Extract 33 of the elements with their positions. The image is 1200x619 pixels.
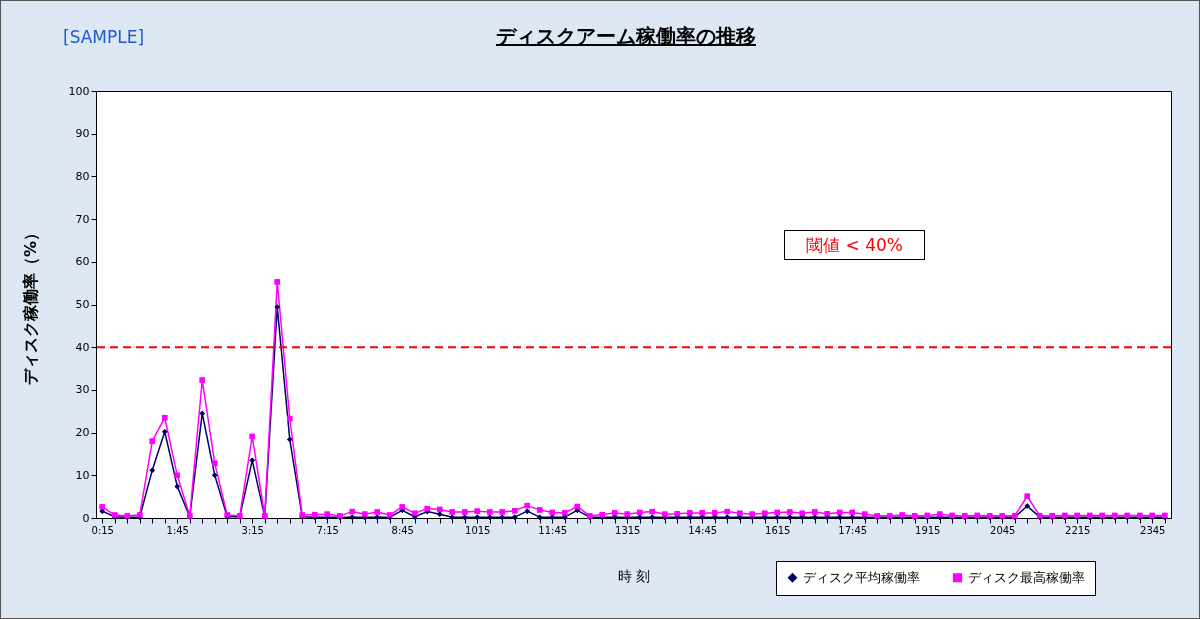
- x-tick-label: 8:45: [391, 524, 414, 536]
- y-tick-label: 0: [82, 511, 90, 525]
- x-tick-label: 1915: [915, 524, 941, 536]
- x-tick-label: 7:15: [316, 524, 339, 536]
- text: [SAMPLE]: [63, 27, 145, 47]
- y-tick-label: 80: [75, 169, 90, 183]
- y-axis-title: ディスク稼働率（%）: [20, 224, 40, 386]
- y-tick-label: 100: [68, 84, 90, 98]
- x-tick-label: 2045: [990, 524, 1016, 536]
- x-tick-label: 2215: [1065, 524, 1091, 536]
- chart-title: ディスクアーム稼働率の推移: [496, 24, 756, 48]
- x-tick-label: 3:15: [241, 524, 264, 536]
- x-tick-label: 1015: [465, 524, 491, 536]
- x-tick-label: 17:45: [838, 524, 868, 536]
- y-tick-label: 40: [75, 340, 90, 354]
- legend-label: ディスク最高稼働率: [968, 569, 1085, 585]
- y-tick-label: 50: [75, 298, 90, 311]
- x-tick-label: 1615: [765, 524, 791, 536]
- y-tick-label: 20: [75, 426, 90, 440]
- x-tick-label: 14:45: [688, 524, 718, 536]
- y-tick-label: 70: [75, 212, 90, 226]
- x-tick-label: 1:45: [166, 524, 189, 536]
- y-tick-label: 60: [75, 255, 90, 269]
- x-tick-label: 0:15: [91, 524, 114, 536]
- x-tick-label: 2345: [1140, 524, 1166, 536]
- x-axis-title: 時 刻: [617, 567, 651, 584]
- x-tick-label: 1315: [615, 524, 641, 536]
- ref-line-label: 閾値 < 40%: [784, 230, 925, 260]
- y-tick-label: 30: [75, 383, 90, 397]
- y-tick-label: 10: [75, 468, 90, 482]
- y-tick-label: 90: [75, 127, 90, 141]
- legend-label: ディスク平均稼働率: [803, 569, 920, 585]
- x-tick-label: 11:45: [538, 524, 568, 536]
